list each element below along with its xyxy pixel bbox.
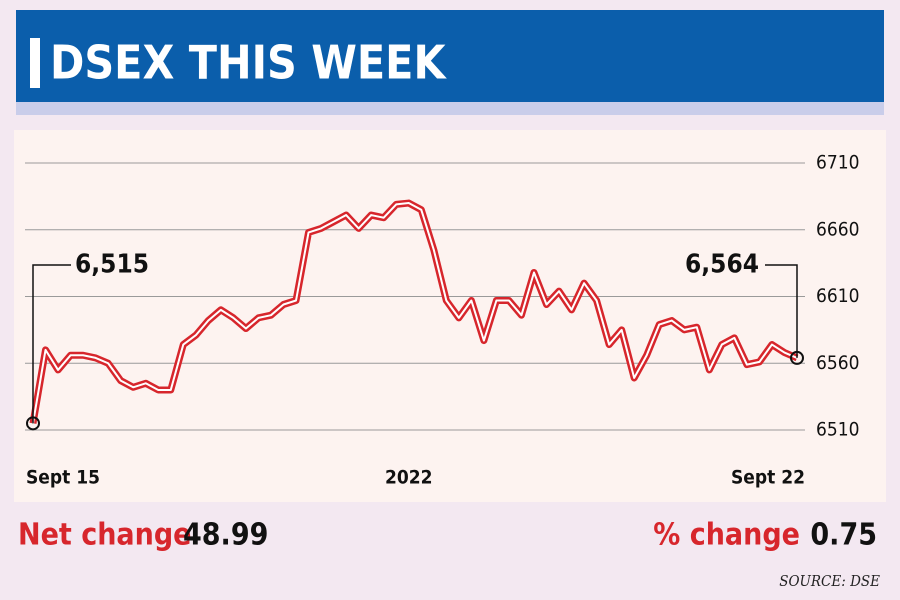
net-change-label: Net change [18, 518, 191, 553]
plot-panel [14, 130, 886, 502]
x-tick-label: 2022 [385, 467, 433, 489]
y-tick-label: 6560 [816, 352, 860, 374]
pct-change-value: 0.75 [810, 518, 877, 553]
y-tick-label: 6710 [816, 152, 860, 174]
net-change-value: 48.99 [183, 518, 268, 553]
x-tick-label: Sept 22 [731, 467, 805, 489]
header-accent [30, 38, 40, 88]
callout-line [765, 264, 798, 358]
chart-title: DSEX THIS WEEK [50, 36, 447, 90]
y-tick-label: 6660 [816, 218, 860, 240]
header-bar [16, 10, 884, 102]
source: SOURCE: DSE [779, 572, 880, 590]
pct-change-label: % change [653, 518, 800, 553]
value-label: 6,564 [685, 250, 759, 280]
x-tick-label: Sept 15 [26, 467, 100, 489]
header-strip [16, 102, 884, 115]
line-inner [32, 202, 798, 424]
point-marker [26, 416, 40, 431]
callout-line [32, 264, 71, 424]
y-tick-label: 6610 [816, 285, 860, 307]
point-marker [790, 350, 804, 365]
value-label: 6,515 [75, 250, 149, 280]
y-tick-label: 6510 [816, 419, 860, 441]
